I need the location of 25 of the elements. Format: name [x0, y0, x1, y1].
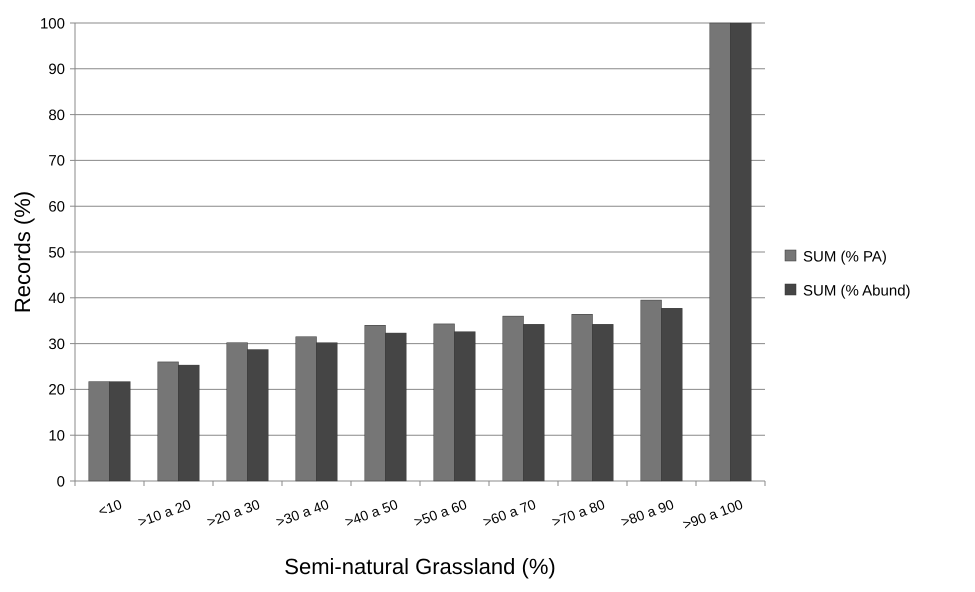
- legend-label: SUM (% PA): [803, 248, 887, 266]
- x-tick-label: >10 a 20: [136, 496, 194, 530]
- y-tick-label: 60: [48, 198, 65, 216]
- y-tick-label: 100: [40, 15, 65, 32]
- legend-label: SUM (% Abund): [803, 282, 911, 300]
- y-tick-label: 40: [48, 290, 65, 308]
- x-tick-label: >70 a 80: [550, 496, 608, 530]
- x-tick-label: >60 a 70: [480, 496, 538, 530]
- y-tick-label: 0: [56, 473, 65, 490]
- y-tick-label: 30: [48, 336, 65, 353]
- y-tick-label: 80: [48, 106, 65, 124]
- x-tick-label: <10: [96, 496, 124, 520]
- x-tick-label: >80 a 90: [618, 496, 676, 530]
- y-tick-label: 90: [48, 61, 65, 78]
- y-tick-label: 70: [48, 152, 65, 170]
- y-tick-label: 50: [48, 244, 65, 262]
- x-tick-label: >20 a 30: [204, 496, 262, 530]
- y-tick-label: 20: [48, 382, 65, 399]
- y-axis-title: Records (%): [10, 190, 35, 314]
- x-tick-label: >40 a 50: [342, 496, 400, 530]
- x-axis-title: Semi-natural Grassland (%): [284, 554, 556, 579]
- x-tick-label: >90 a 100: [680, 496, 746, 532]
- x-tick-label: >50 a 60: [412, 496, 470, 530]
- y-tick-label: 10: [48, 427, 65, 444]
- x-tick-label: >30 a 40: [274, 496, 332, 530]
